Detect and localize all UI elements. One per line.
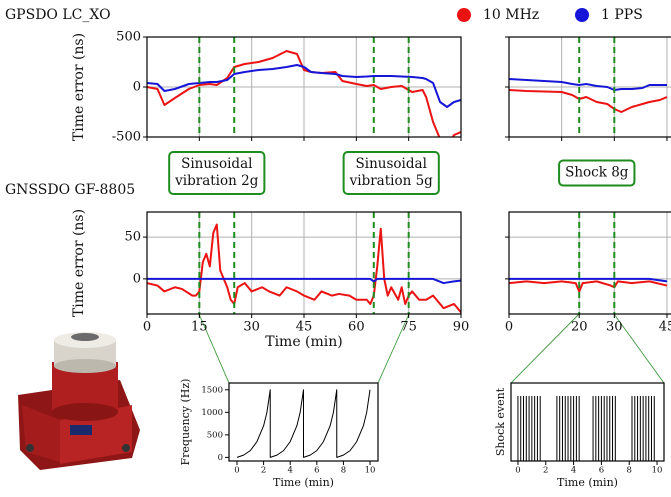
series-line (509, 78, 667, 91)
series-line (509, 89, 668, 113)
x-axis-label: Time (min) (265, 334, 343, 350)
plot-area (509, 37, 671, 137)
plot-area (147, 212, 461, 314)
x-tick-label: 4 (571, 466, 576, 476)
y-tick-label: 50 (124, 230, 141, 245)
zoom-connectors (198, 313, 665, 384)
legend-label: 1 PPS (601, 7, 643, 23)
x-tick-label: 2 (543, 466, 548, 476)
x-axis-label: Time (min) (557, 476, 618, 489)
panel: 0 15 30 45 60 75 90 0 50 GNSSDO GF-8805 Time (min)… (5, 151, 470, 350)
x-tick-label: 90 (453, 320, 470, 335)
x-tick-label: 4 (287, 466, 292, 476)
shaker-photo (18, 332, 140, 470)
axes-frame (510, 382, 665, 462)
connector (198, 313, 230, 384)
series-line (147, 64, 461, 108)
y-axis-label: Time error (ns) (71, 209, 87, 317)
x-axis-label: Time (min) (273, 476, 334, 489)
plot-area (147, 37, 461, 137)
series-line (147, 277, 461, 285)
annotation-box (168, 151, 266, 195)
x-tick-label: 2 (261, 466, 266, 476)
y-tick-label: 0 (133, 80, 141, 95)
x-tick-label: 10 (652, 466, 663, 476)
annotation-text: Sinusoidal (181, 156, 252, 172)
annotation: Shock 8g (558, 159, 636, 187)
connector (510, 313, 580, 384)
x-tick-label: 60 (348, 320, 365, 335)
y-axis-label: Frequency (Hz) (179, 379, 192, 466)
y-tick-label: 0 (218, 453, 223, 463)
plot-area (509, 212, 671, 314)
axes-frame (508, 211, 671, 315)
connector (377, 313, 410, 384)
x-tick-label: 20 (571, 320, 588, 335)
annotation-text: vibration 2g (174, 173, 259, 189)
x-tick-label: 45 (659, 320, 671, 335)
axes-frame (508, 36, 671, 138)
panel: 0 20 30 45 Shock 8g (505, 159, 671, 335)
x-tick-label: 8 (341, 466, 346, 476)
x-tick-label: 15 (191, 320, 208, 335)
x-tick-label: 6 (599, 466, 604, 476)
y-tick-label: 1000 (201, 408, 223, 418)
legend-marker (575, 8, 589, 22)
y-tick-label: 500 (116, 30, 141, 45)
x-tick-label: 0 (234, 466, 239, 476)
plot-area (517, 396, 655, 461)
x-tick-label: 0 (143, 320, 151, 335)
annotation-text: Sinusoidal (356, 156, 427, 172)
panel: 0 2 4 6 8 10 Time (min) Shock event (494, 382, 665, 489)
y-axis-label: Time error (ns) (71, 33, 87, 141)
x-tick-label: 8 (627, 466, 632, 476)
y-tick-label: -500 (112, 130, 141, 145)
x-tick-label: 6 (314, 466, 319, 476)
y-tick-label: 1500 (201, 385, 223, 395)
axes-frame (228, 382, 379, 462)
legend-label: 10 MHz (483, 7, 539, 23)
y-axis-label: Shock event (494, 387, 507, 456)
annotation-text: vibration 5g (349, 173, 434, 189)
x-tick-label: 30 (606, 320, 623, 335)
x-tick-label: 45 (296, 320, 313, 335)
x-tick-label: 10 (365, 466, 376, 476)
legend-marker (457, 8, 471, 22)
x-tick-label: 30 (243, 320, 260, 335)
panel: -500 0 500 GPSDO LC_XO Time error (ns) (5, 7, 462, 145)
series-line (509, 280, 668, 293)
axes-frame (146, 211, 462, 315)
annotation-box (558, 159, 636, 187)
legend: 10 MHz 1 PPS (457, 7, 643, 23)
y-tick-label: 500 (207, 430, 223, 440)
x-tick-label: 0 (505, 320, 513, 335)
panel: 0 2 4 6 8 10 0 500 1000 1500 Time (min) Frequency (… (179, 379, 379, 489)
series-line (509, 277, 668, 283)
panel-title: GPSDO LC_XO (5, 7, 111, 23)
series-line (147, 223, 461, 313)
panel-title: GNSSDO GF-8805 (5, 182, 135, 198)
y-tick-label: 0 (133, 271, 141, 286)
x-tick-label: 75 (400, 320, 417, 335)
x-tick-label: 0 (515, 466, 520, 476)
panel (505, 36, 671, 141)
connector (613, 313, 665, 384)
plot-area (236, 389, 371, 458)
series-line (236, 389, 371, 458)
annotation-text: Shock 8g (565, 165, 629, 181)
axes-frame (146, 36, 462, 138)
annotation-box (342, 151, 440, 195)
